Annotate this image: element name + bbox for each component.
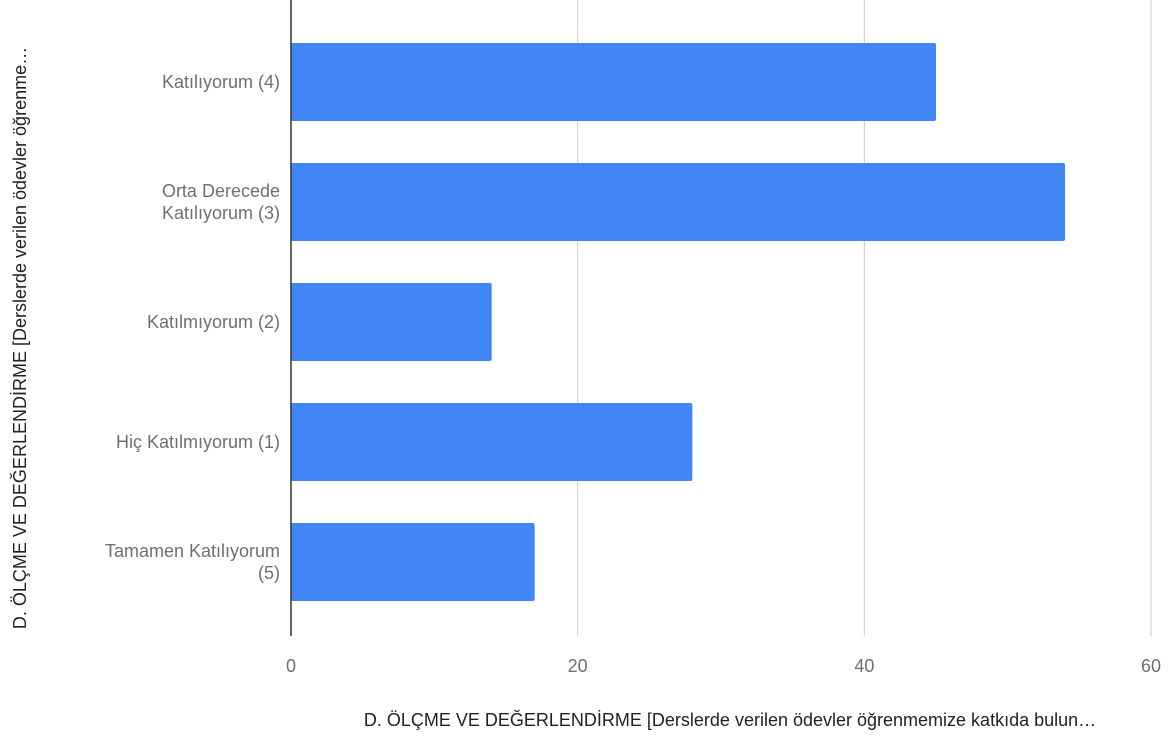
y-category-label: Katılmıyorum (2) [147, 312, 280, 332]
labels: 0 20 40 60 Katılıyorum (4) Orta Derecede Katıl… [105, 72, 1161, 676]
y-axis-title: D. ÖLÇME VE DEĞERLENDİRME [Derslerde ver… [9, 47, 30, 629]
y-category-label: Katılıyorum (4) [162, 72, 280, 92]
bar [291, 403, 693, 481]
bars [291, 43, 1065, 601]
y-category-label: Tamamen Katılıyorum (5) [105, 541, 280, 583]
y-category-label: Hiç Katılmıyorum (1) [116, 432, 280, 452]
bar [291, 283, 492, 361]
x-axis-title: D. ÖLÇME VE DEĞERLENDİRME [Derslerde ver… [364, 709, 1096, 730]
x-tick-label: 40 [854, 656, 874, 676]
x-tick-label: 60 [1141, 656, 1161, 676]
x-tick-label: 20 [568, 656, 588, 676]
bar [291, 523, 535, 601]
x-tick-label: 0 [286, 656, 296, 676]
bar [291, 163, 1065, 241]
bar [291, 43, 936, 121]
y-category-label: Orta Derecede Katılıyorum (3) [162, 181, 280, 223]
